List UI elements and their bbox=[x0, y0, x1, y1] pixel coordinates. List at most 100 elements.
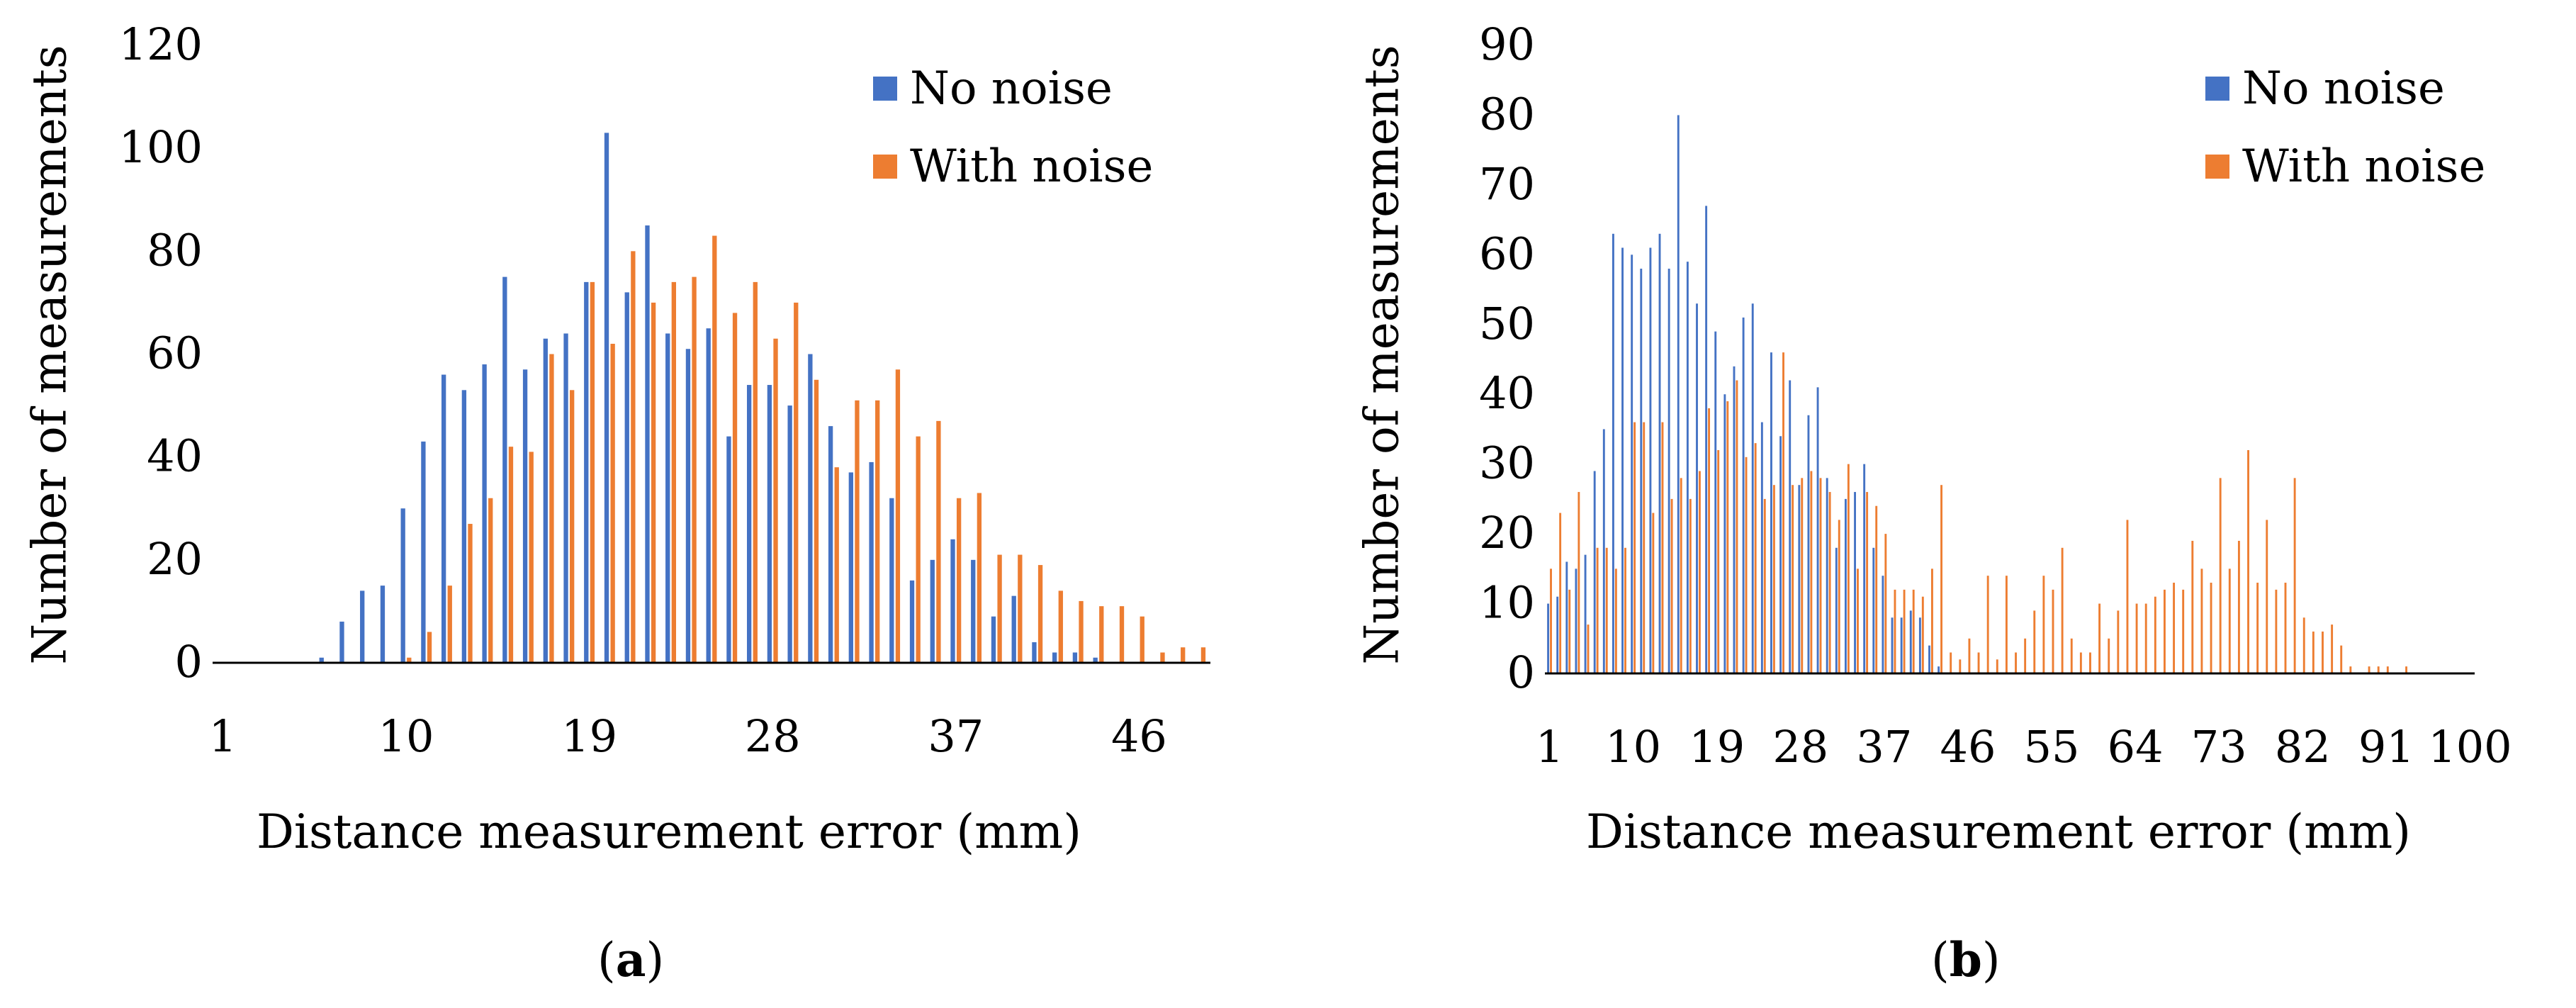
x-tick-label: 73 bbox=[2191, 721, 2247, 773]
y-tick-label: 70 bbox=[1479, 158, 1535, 210]
bar-no-noise bbox=[1714, 331, 1717, 673]
bar-with-noise bbox=[1661, 422, 1664, 673]
bar-with-noise bbox=[753, 281, 758, 663]
bar-with-noise bbox=[671, 281, 677, 663]
bar-no-noise bbox=[543, 338, 548, 663]
legend-item-with-noise: With noise bbox=[873, 128, 1153, 206]
bar-with-noise bbox=[631, 251, 636, 663]
bar-no-noise bbox=[1686, 262, 1689, 674]
bar-no-noise bbox=[1863, 464, 1866, 673]
bar-with-noise bbox=[1614, 569, 1617, 673]
bar-with-noise bbox=[2219, 478, 2222, 673]
bar-with-noise bbox=[1921, 596, 1924, 673]
bar-no-noise bbox=[1667, 269, 1670, 673]
bar-with-noise bbox=[1099, 606, 1104, 663]
bar-with-noise bbox=[1772, 485, 1775, 673]
bar-with-noise bbox=[1726, 401, 1729, 673]
bar-with-noise bbox=[1079, 600, 1084, 663]
bar-with-noise bbox=[712, 235, 717, 663]
bar-with-noise bbox=[1903, 589, 1906, 673]
bar-with-noise bbox=[692, 276, 697, 663]
bar-no-noise bbox=[1631, 254, 1633, 673]
bar-with-noise bbox=[2024, 638, 2027, 673]
bar-no-noise bbox=[1770, 352, 1772, 673]
legend-swatch-orange bbox=[2205, 155, 2229, 179]
bar-no-noise bbox=[1696, 303, 1698, 673]
bar-no-noise bbox=[1779, 436, 1782, 673]
bar-no-noise bbox=[339, 621, 344, 663]
bar-with-noise bbox=[1866, 492, 1869, 673]
bar-with-noise bbox=[1680, 478, 1682, 673]
bar-no-noise bbox=[1547, 603, 1550, 673]
bar-no-noise bbox=[1826, 478, 1828, 673]
bar-no-noise bbox=[1556, 596, 1559, 673]
bar-with-noise bbox=[2377, 666, 2380, 673]
bar-no-noise bbox=[502, 276, 507, 663]
bar-no-noise bbox=[461, 390, 467, 663]
x-tick-label: 91 bbox=[2358, 721, 2414, 773]
bar-with-noise bbox=[2266, 520, 2268, 673]
bar-with-noise bbox=[2098, 603, 2101, 673]
x-tick-label: 46 bbox=[1111, 710, 1167, 762]
bar-no-noise bbox=[706, 328, 711, 663]
y-tick-label: 0 bbox=[175, 636, 203, 688]
bar-with-noise bbox=[855, 400, 860, 663]
bar-no-noise bbox=[1032, 642, 1037, 663]
bar-with-noise bbox=[2061, 547, 2064, 673]
x-tick-label: 1 bbox=[209, 710, 237, 762]
bar-with-noise bbox=[2247, 449, 2249, 673]
bar-no-noise bbox=[421, 441, 426, 663]
bar-with-noise bbox=[2331, 625, 2334, 673]
bar-with-noise bbox=[2173, 583, 2176, 673]
x-tick-label: 1 bbox=[1536, 721, 1563, 773]
bar-chart-b: 0 10 20 30 40 50 60 70 80 90 1 10 19 28 37 46 55 64 73 82 91… bbox=[1479, 18, 2512, 773]
x-tick-label: 46 bbox=[1940, 721, 1996, 773]
bar-no-noise bbox=[360, 590, 365, 663]
bar-no-noise bbox=[1093, 657, 1098, 663]
bar-with-noise bbox=[1931, 569, 1933, 673]
bar-with-noise bbox=[2349, 666, 2352, 673]
legend-item-with-noise: With noise bbox=[2205, 128, 2485, 206]
bar-no-noise bbox=[1760, 422, 1763, 673]
bar-no-noise bbox=[767, 385, 772, 663]
bar-no-noise bbox=[1723, 394, 1726, 673]
bar-with-noise bbox=[1894, 589, 1896, 673]
bar-no-noise bbox=[1705, 206, 1708, 673]
bar-no-noise bbox=[1891, 617, 1894, 673]
bar-with-noise bbox=[1596, 547, 1599, 673]
bar-with-noise bbox=[1577, 492, 1580, 673]
bar-no-noise bbox=[971, 559, 976, 663]
bar-with-noise bbox=[407, 657, 412, 663]
y-tick-label: 10 bbox=[1479, 577, 1535, 629]
bar-with-noise bbox=[1181, 647, 1186, 663]
bar-no-noise bbox=[1640, 269, 1643, 673]
bar-with-noise bbox=[1810, 471, 1813, 673]
bar-with-noise bbox=[529, 452, 534, 663]
bar-no-noise bbox=[1575, 569, 1577, 673]
bar-no-noise bbox=[319, 657, 324, 663]
bar-with-noise bbox=[2228, 569, 2231, 673]
bar-with-noise bbox=[2117, 610, 2120, 673]
bar-with-noise bbox=[834, 467, 839, 663]
bar-with-noise bbox=[651, 302, 656, 663]
bar-with-noise bbox=[2033, 610, 2036, 673]
y-tick-label: 100 bbox=[119, 121, 203, 173]
bar-no-noise bbox=[1798, 485, 1801, 673]
bar-no-noise bbox=[1854, 492, 1856, 673]
bar-with-noise bbox=[2182, 589, 2185, 673]
bar-no-noise bbox=[848, 472, 853, 663]
bar-with-noise bbox=[2275, 589, 2278, 673]
y-tick-label: 120 bbox=[119, 18, 203, 70]
bar-with-noise bbox=[1119, 606, 1125, 663]
bar-with-noise bbox=[2144, 603, 2147, 673]
bar-with-noise bbox=[814, 379, 819, 663]
x-tick-label: 100 bbox=[2428, 721, 2512, 773]
caption-b: (b) bbox=[1931, 932, 2001, 987]
bar-no-noise bbox=[1621, 247, 1624, 673]
bar-no-noise bbox=[909, 580, 915, 663]
bar-with-noise bbox=[1689, 498, 1692, 673]
bar-with-noise bbox=[1847, 464, 1850, 673]
legend-item-no-noise: No noise bbox=[873, 50, 1153, 128]
bar-with-noise bbox=[1200, 647, 1206, 663]
bar-no-noise bbox=[889, 498, 894, 663]
